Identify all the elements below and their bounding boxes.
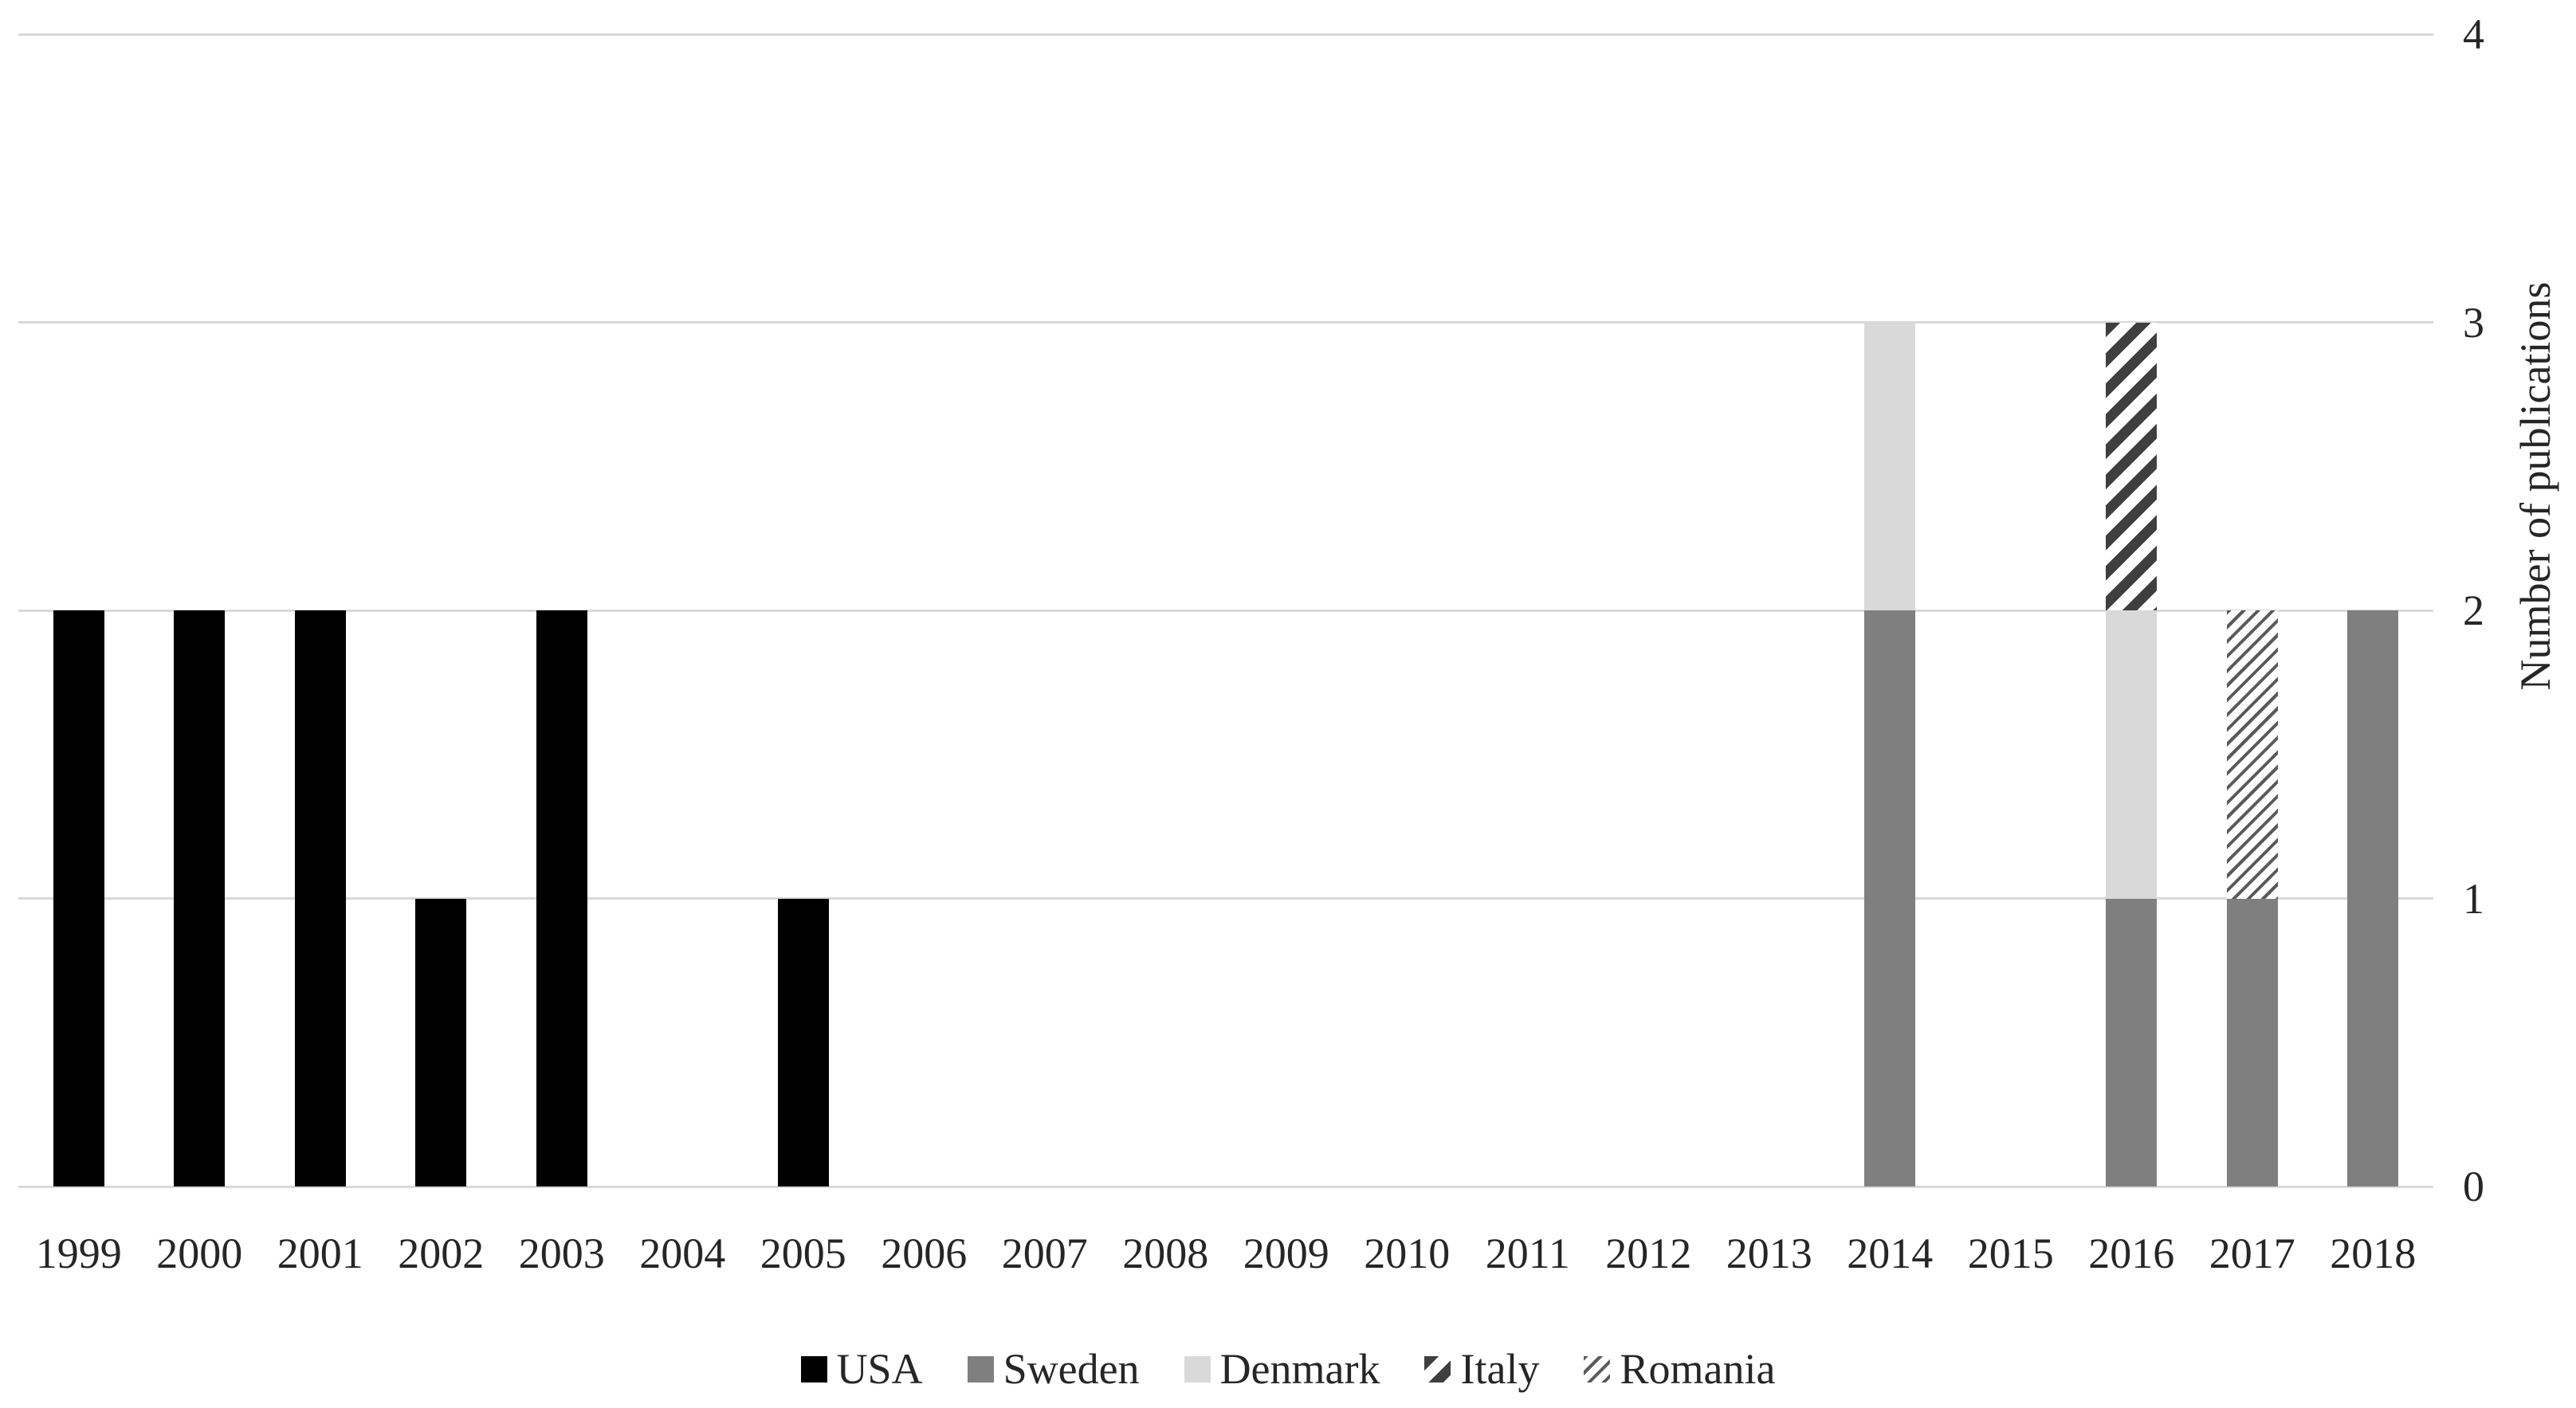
bar-stack-1999 bbox=[53, 610, 104, 1186]
bar-segment-romania-2017 bbox=[2226, 610, 2278, 899]
legend-item-sweden: Sweden bbox=[967, 1345, 1140, 1393]
y-tick-label-2: 2 bbox=[2463, 586, 2484, 634]
x-tick-label-2007: 2007 bbox=[1001, 1230, 1088, 1277]
bar-segment-usa-1999 bbox=[53, 610, 104, 1186]
legend-label-italy: Italy bbox=[1460, 1345, 1540, 1393]
y-axis-title: Number of publications bbox=[2511, 281, 2559, 691]
y-tick-label-4: 4 bbox=[2463, 10, 2484, 58]
x-tick-label-2009: 2009 bbox=[1243, 1230, 1329, 1277]
legend: USA Sweden Denmark Italy Romania bbox=[0, 1345, 2576, 1393]
legend-item-italy: Italy bbox=[1424, 1345, 1539, 1393]
plot-area bbox=[18, 33, 2433, 1188]
bar-segment-denmark-2014 bbox=[1864, 322, 1916, 610]
bar-slot-2014 bbox=[1830, 34, 1951, 1186]
legend-label-denmark: Denmark bbox=[1219, 1345, 1380, 1393]
x-tick-label-2008: 2008 bbox=[1122, 1230, 1209, 1277]
bar-segment-usa-2002 bbox=[415, 898, 467, 1186]
legend-swatch-sweden bbox=[967, 1355, 994, 1383]
bar-slot-2017 bbox=[2192, 34, 2313, 1186]
legend-label-usa: USA bbox=[836, 1345, 923, 1393]
x-tick-label-1999: 1999 bbox=[35, 1230, 122, 1277]
bar-stack-2003 bbox=[536, 610, 587, 1186]
bar-stack-2017 bbox=[2226, 610, 2278, 1186]
x-tick-label-2013: 2013 bbox=[1726, 1230, 1812, 1277]
x-tick-label-2011: 2011 bbox=[1485, 1230, 1570, 1277]
x-tick-label-2006: 2006 bbox=[881, 1230, 968, 1277]
x-tick-label-2005: 2005 bbox=[760, 1230, 846, 1277]
bar-stack-2018 bbox=[2347, 610, 2399, 1186]
x-tick-label-2018: 2018 bbox=[2330, 1230, 2417, 1277]
bar-segment-denmark-2016 bbox=[2106, 610, 2158, 899]
bar-slot-2001 bbox=[260, 34, 381, 1186]
y-tick-label-3: 3 bbox=[2463, 298, 2484, 347]
x-tick-label-2010: 2010 bbox=[1364, 1230, 1451, 1277]
x-tick-label-2004: 2004 bbox=[639, 1230, 726, 1277]
y-tick-label-1: 1 bbox=[2463, 874, 2484, 923]
x-tick-label-2001: 2001 bbox=[277, 1230, 363, 1277]
legend-item-romania: Romania bbox=[1584, 1345, 1775, 1393]
bar-slot-1999 bbox=[18, 34, 139, 1186]
legend-swatch-italy bbox=[1424, 1355, 1451, 1383]
bar-segment-usa-2001 bbox=[294, 610, 346, 1186]
bar-slot-2005 bbox=[743, 34, 864, 1186]
bar-segment-usa-2005 bbox=[777, 898, 829, 1186]
x-tick-label-2012: 2012 bbox=[1605, 1230, 1692, 1277]
gridline-y4 bbox=[18, 33, 2433, 36]
legend-item-usa: USA bbox=[800, 1345, 923, 1393]
bar-stack-2001 bbox=[294, 610, 346, 1186]
legend-swatch-usa bbox=[800, 1355, 827, 1383]
bar-segment-sweden-2016 bbox=[2106, 898, 2158, 1186]
bar-slots bbox=[18, 34, 2433, 1186]
x-tick-label-2014: 2014 bbox=[1847, 1230, 1934, 1277]
gridline-y2 bbox=[18, 609, 2433, 612]
x-tick-label-2015: 2015 bbox=[1967, 1230, 2054, 1277]
x-tick-label-2002: 2002 bbox=[398, 1230, 485, 1277]
x-tick-label-2000: 2000 bbox=[156, 1230, 243, 1277]
bar-stack-2016 bbox=[2106, 322, 2158, 1186]
gridline-y3 bbox=[18, 321, 2433, 324]
bar-segment-usa-2003 bbox=[536, 610, 587, 1186]
bar-segment-italy-2016 bbox=[2106, 322, 2158, 610]
x-tick-label-2017: 2017 bbox=[2209, 1230, 2295, 1277]
bar-slot-2002 bbox=[381, 34, 502, 1186]
bar-stack-2002 bbox=[415, 898, 467, 1186]
bar-segment-usa-2000 bbox=[174, 610, 226, 1186]
gridline-y1 bbox=[18, 897, 2433, 900]
bar-segment-sweden-2017 bbox=[2226, 898, 2278, 1186]
bar-segment-sweden-2018 bbox=[2347, 610, 2399, 1186]
legend-swatch-denmark bbox=[1184, 1355, 1211, 1383]
x-axis: 1999 2000 2001 2002 2003 2004 2005 2006 2007 2008… bbox=[18, 1231, 2433, 1276]
legend-item-denmark: Denmark bbox=[1184, 1345, 1380, 1393]
bar-slot-2000 bbox=[139, 34, 261, 1186]
legend-swatch-romania bbox=[1584, 1355, 1611, 1383]
bar-slot-2018 bbox=[2313, 34, 2434, 1186]
bar-stack-2014 bbox=[1864, 322, 1916, 1186]
bar-slot-2003 bbox=[501, 34, 622, 1186]
bar-stack-2005 bbox=[777, 898, 829, 1186]
legend-label-romania: Romania bbox=[1620, 1345, 1776, 1393]
legend-label-sweden: Sweden bbox=[1003, 1345, 1140, 1393]
y-tick-label-0: 0 bbox=[2463, 1163, 2484, 1210]
x-tick-label-2003: 2003 bbox=[518, 1230, 605, 1277]
x-tick-label-2016: 2016 bbox=[2088, 1230, 2175, 1277]
bar-segment-sweden-2014 bbox=[1864, 610, 1916, 1186]
gridline-y0 bbox=[18, 1185, 2433, 1188]
bar-stack-2000 bbox=[174, 610, 226, 1186]
bar-slot-2016 bbox=[2071, 34, 2193, 1186]
